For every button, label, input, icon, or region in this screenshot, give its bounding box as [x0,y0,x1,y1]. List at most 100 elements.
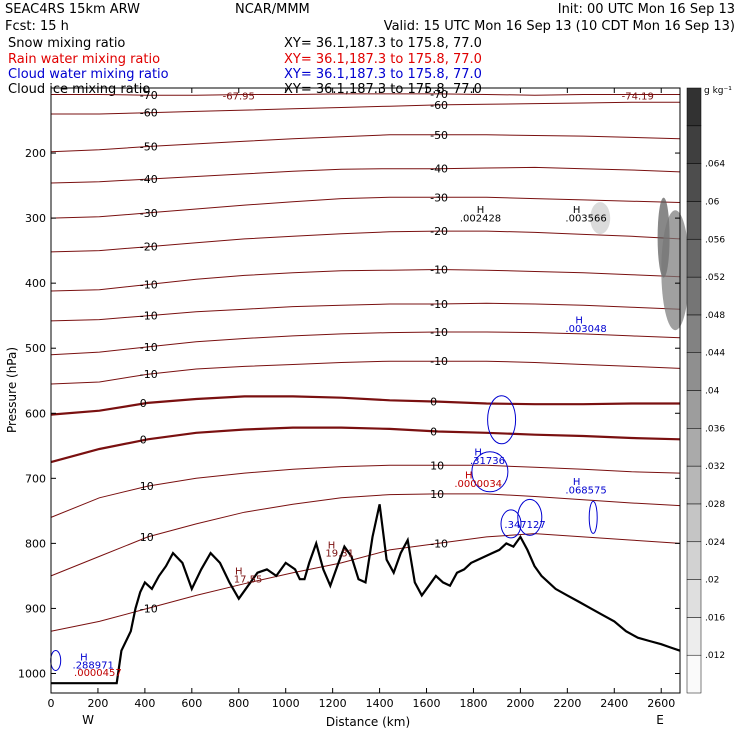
isotherm-line [50,493,681,577]
colorbar-swatch [686,541,702,580]
colorbar-swatch [686,465,702,505]
colorbar-tick-label: .06 [705,197,720,207]
field-annotation: -74.19 [622,92,654,103]
isotherm-label: 10 [430,459,444,472]
plot-frame [50,87,681,694]
isotherm-label: 0 [140,433,147,446]
x-tick-label: 0 [48,697,55,710]
colorbar-swatch [686,163,702,202]
x-end-label-east: E [656,713,664,727]
isotherm-label: -30 [430,191,448,204]
terrain-line [51,504,681,685]
isotherm-label: -10 [430,326,448,339]
forecast-hour: Fcst: 15 h [5,19,69,34]
isotherm-label: -40 [140,173,158,186]
colorbar-tick-label: .048 [705,311,725,321]
colorbar-swatch [686,87,702,127]
cloud-ice-shading [590,202,611,235]
field-annotation: .288971 [73,660,114,671]
isotherm-label: -70 [430,88,448,101]
x-tick-label: 2000 [506,697,534,710]
y-tick-label: 200 [25,147,46,160]
colorbar-tick-label: .056 [705,235,725,245]
isotherm-label: -20 [140,241,158,254]
field-annotation: .003566 [565,213,606,224]
isotherm-label: -10 [140,310,158,323]
field-cloud-water-name: Cloud water mixing ratio [8,67,169,82]
isotherm-line [50,166,681,184]
colorbar-swatch [686,428,702,467]
colorbar-tick-label: .032 [705,462,725,472]
field-annotation: H [474,448,482,459]
cloud-water-contour [517,498,543,536]
cloud-water-contour [471,451,509,493]
init-time: Init: 00 UTC Mon 16 Sep 13 [558,2,735,17]
y-tick-label: 1000 [18,667,46,680]
field-annotation: .31736 [470,456,505,467]
isotherm-label: 10 [430,488,444,501]
field-annotation: .002428 [460,213,501,224]
cloud-water-contour [500,509,522,539]
field-annotation: .003048 [565,324,606,335]
colorbar-swatch [686,125,702,164]
isotherm-label: 0 [430,426,437,439]
isotherm-label: -10 [430,298,448,311]
isotherm-line [50,302,681,322]
isotherm-label: -60 [430,99,448,112]
field-annotation: .0000457 [74,668,122,679]
x-axis-label: Distance (km) [326,715,410,729]
isotherm-label: -50 [430,129,448,142]
x-tick-label: 1000 [272,697,300,710]
colorbar-swatch [686,579,702,618]
x-tick-label: 2200 [553,697,581,710]
isotherm-label: -60 [140,107,158,120]
plot-area: -70 -70-60-60-50-50-40-40-30-30-20-20-10-… [50,88,690,685]
isotherm-line [50,464,681,518]
colorbar-tick-label: .036 [705,424,725,434]
cloud-water-contour [50,650,62,671]
isotherm-label: -70 [140,89,158,102]
field-annotation: 17.55 [234,574,263,585]
field-annotation: H [575,316,583,327]
isotherm-line [50,395,680,416]
isotherm-label: -50 [140,141,158,154]
x-tick-label: 2600 [647,697,675,710]
isotherm-line [50,268,681,292]
center-label: NCAR/MMM [235,2,310,17]
field-annotation: .0000034 [454,479,502,490]
colorbar-tick-label: .028 [705,500,725,510]
colorbar-swatch [686,654,702,694]
x-tick-label: 600 [181,697,202,710]
y-tick-label: 400 [25,277,46,290]
isotherm-line [50,360,681,385]
y-tick-label: 700 [25,472,46,485]
cloud-ice-shading [661,210,690,331]
field-snow-xy: XY= 36.1,187.3 to 175.8, 77.0 [284,36,482,51]
isotherm-label: 0 [140,397,147,410]
valid-time: Valid: 15 UTC Mon 16 Sep 13 (10 CDT Mon … [384,19,735,34]
colorbar-swatch [686,617,702,656]
field-cloud-ice-name: Cloud ice mixing ratio [8,82,150,97]
x-tick-label: 1400 [366,697,394,710]
field-annotation: -67.95 [223,92,255,103]
isotherm-label: -10 [140,368,158,381]
field-annotation: .068575 [565,485,606,496]
field-annotation: .347127 [504,520,545,531]
isotherm-label: -10 [140,602,158,615]
field-rain-name: Rain water mixing ratio [8,52,160,67]
colorbar: .012 .016 .02 .024 .028 .032 .036 .04 .044 .048 .0… [686,87,725,694]
isotherm-label: -10 [140,279,158,292]
cloud-water-contour [588,500,598,534]
x-tick-label: 1600 [413,697,441,710]
isotherm-label: -10 [140,341,158,354]
colorbar-swatch [686,314,702,353]
colorbar-swatch [686,352,702,391]
field-annotation: H [573,477,581,488]
x-tick-label: 400 [134,697,155,710]
isotherm-line [50,533,681,632]
colorbar-tick-label: .012 [705,651,725,661]
isotherm-label: 10 [140,480,154,493]
y-tick-label: 900 [25,602,46,615]
colorbar-tick-label: .024 [705,538,725,548]
